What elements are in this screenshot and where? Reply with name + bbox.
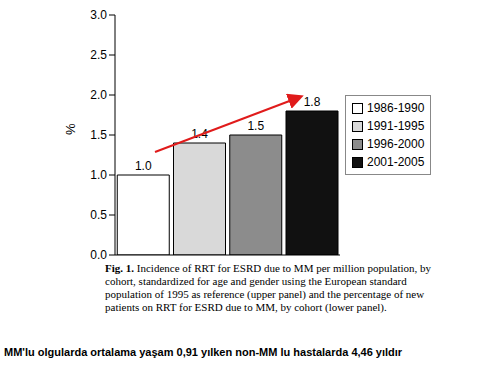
svg-text:1.5: 1.5 <box>247 119 264 133</box>
svg-text:2.0: 2.0 <box>90 88 107 102</box>
svg-text:%: % <box>63 123 78 135</box>
html-text:Fig. 1. Incidence of RRT for E: Fig. 1. Incidence of RRT for ESRD due to… <box>105 262 432 313</box>
html-text:1996-2000: 1996-2000 <box>367 137 425 151</box>
svg-text:3.0: 3.0 <box>90 8 107 22</box>
html-text:1991-1995: 1991-1995 <box>367 119 425 133</box>
html-text:1986-1990: 1986-1990 <box>367 101 425 115</box>
html-text:2001-2005: 2001-2005 <box>367 155 425 169</box>
svg-text:1.0: 1.0 <box>135 159 152 173</box>
svg-text:0.0: 0.0 <box>90 248 107 262</box>
html-text:MM'lu olgularda ortalama yaşam: MM'lu olgularda ortalama yaşam 0,91 yılk… <box>4 346 403 358</box>
svg-text:2.5: 2.5 <box>90 48 107 62</box>
svg-text:1.5: 1.5 <box>90 128 107 142</box>
svg-text:1.8: 1.8 <box>304 95 321 109</box>
svg-text:1.4: 1.4 <box>191 127 208 141</box>
svg-text:0.5: 0.5 <box>90 208 107 222</box>
svg-text:1.0: 1.0 <box>90 168 107 182</box>
